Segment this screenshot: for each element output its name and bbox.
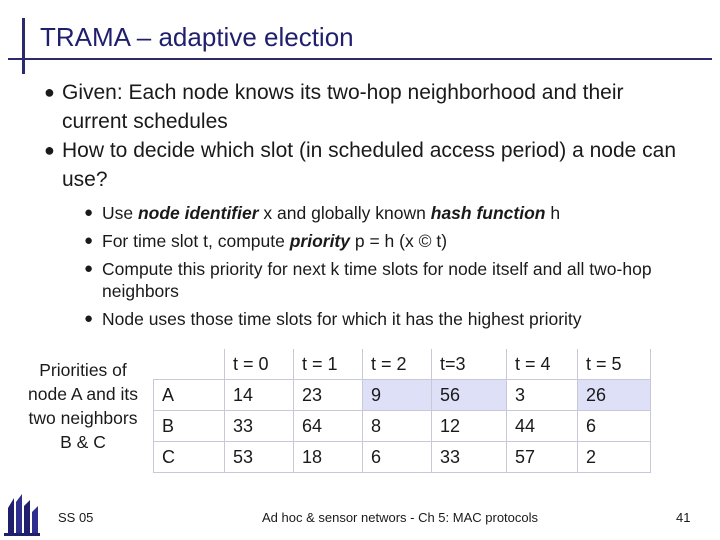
table-header-cell: t = 2 — [362, 349, 432, 380]
bullet-text: Given: Each node knows its two-hop neigh… — [62, 81, 624, 133]
sub-bullet-item: ● For time slot t, compute priority p = … — [84, 230, 704, 252]
title-underline — [8, 58, 712, 60]
sub-bullet-item: ● Use node identifier x and globally kno… — [84, 202, 704, 224]
table-cell: 64 — [293, 410, 363, 442]
table-row: B 33 64 8 12 44 6 — [153, 410, 651, 442]
table-header-cell: t = 1 — [293, 349, 363, 380]
row-label-cell: C — [153, 441, 225, 473]
table-cell-highlighted: 9 — [362, 379, 432, 411]
table-cell: 44 — [506, 410, 578, 442]
priority-table: t = 0 t = 1 t = 2 t=3 t = 4 t = 5 A 14 2… — [153, 349, 651, 473]
table-row: A 14 23 9 56 3 26 — [153, 379, 651, 411]
table-cell: 6 — [577, 410, 651, 442]
table-cell: 57 — [506, 441, 578, 473]
bullet-dot-icon: ● — [84, 204, 94, 221]
table-cell: 2 — [577, 441, 651, 473]
page-number: 41 — [676, 510, 691, 525]
table-cell-highlighted: 26 — [577, 379, 651, 411]
bullet-item: ● Given: Each node knows its two-hop nei… — [44, 78, 684, 136]
table-cell: 8 — [362, 410, 432, 442]
title-vertical-bar — [22, 18, 25, 74]
table-cell-highlighted: 56 — [431, 379, 507, 411]
bullet-dot-icon: ● — [84, 260, 94, 277]
emphasis-text: priority — [289, 231, 350, 251]
table-cell: 18 — [293, 441, 363, 473]
table-cell: 14 — [224, 379, 294, 411]
main-bullets: ● Given: Each node knows its two-hop nei… — [44, 78, 684, 194]
table-header-cell: t = 0 — [224, 349, 294, 380]
slide-title: TRAMA – adaptive election — [40, 22, 354, 52]
table-header-cell — [153, 349, 225, 380]
sub-bullet-text: x and globally known — [258, 203, 431, 223]
bullet-item: ● How to decide which slot (in scheduled… — [44, 136, 684, 194]
table-cell: 6 — [362, 441, 432, 473]
row-label-cell: B — [153, 410, 225, 442]
university-logo-icon — [2, 490, 42, 536]
bullet-dot-icon: ● — [84, 232, 94, 249]
emphasis-text: node identifier — [137, 203, 259, 223]
sub-bullet-text: Node uses those time slots for which it … — [102, 309, 582, 329]
table-cell: 33 — [431, 441, 507, 473]
table-header-cell: t = 4 — [506, 349, 578, 380]
sub-bullet-text: For time slot t, compute — [102, 231, 290, 251]
table-cell: 33 — [224, 410, 294, 442]
bullet-dot-icon: ● — [44, 140, 55, 160]
row-label-cell: A — [153, 379, 225, 411]
sub-bullet-text: p = h (x © t) — [350, 231, 448, 251]
sub-bullet-text: h — [545, 203, 561, 223]
sub-bullet-item: ● Node uses those time slots for which i… — [84, 308, 704, 330]
bullet-text: How to decide which slot (in scheduled a… — [62, 139, 677, 191]
sub-bullet-text: Use — [102, 203, 138, 223]
table-cell: 53 — [224, 441, 294, 473]
table-header-row: t = 0 t = 1 t = 2 t=3 t = 4 t = 5 — [153, 349, 651, 380]
table-cell: 23 — [293, 379, 363, 411]
table-row: C 53 18 6 33 57 2 — [153, 441, 651, 473]
table-cell: 12 — [431, 410, 507, 442]
sub-bullet-item: ● Compute this priority for next k time … — [84, 258, 704, 302]
table-cell: 3 — [506, 379, 578, 411]
priorities-label: Priorities of node A and its two neighbo… — [28, 360, 138, 452]
table-header-cell: t=3 — [431, 349, 507, 380]
bullet-dot-icon: ● — [44, 82, 55, 102]
emphasis-text: hash function — [430, 203, 546, 223]
sub-bullet-text: Compute this priority for next k time sl… — [102, 259, 652, 301]
sub-bullets: ● Use node identifier x and globally kno… — [84, 202, 704, 336]
bullet-dot-icon: ● — [84, 310, 94, 327]
table-header-cell: t = 5 — [577, 349, 651, 380]
footer-course-title: Ad hoc & sensor networs - Ch 5: MAC prot… — [262, 510, 539, 525]
footer-semester: SS 05 — [58, 510, 94, 525]
